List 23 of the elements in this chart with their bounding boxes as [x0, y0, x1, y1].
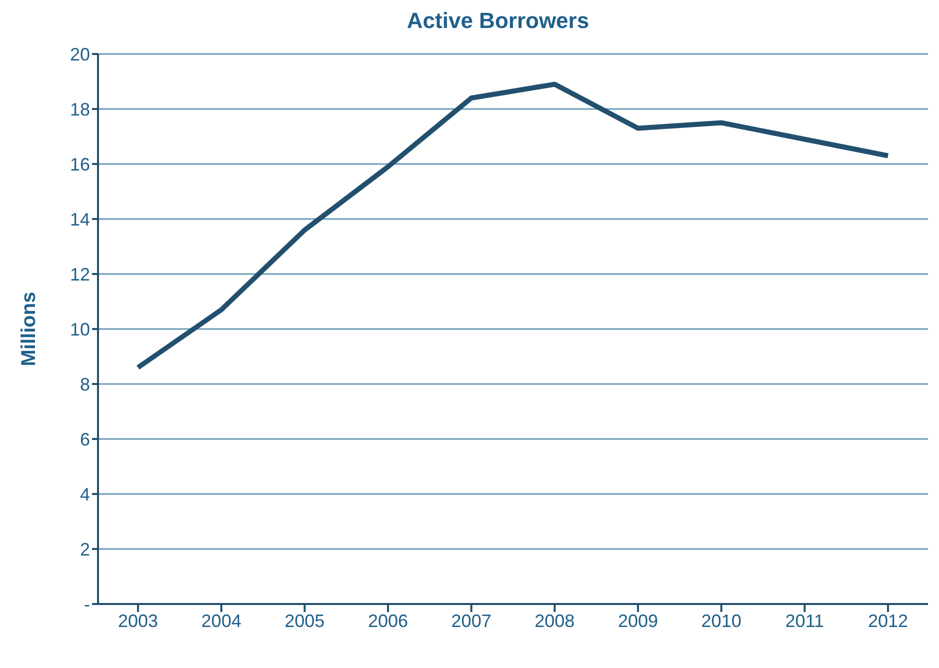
chart-title: Active Borrowers — [406, 8, 590, 34]
x-tick-label: 2006 — [368, 610, 408, 631]
y-tick-label: 20 — [70, 44, 90, 64]
x-tick-label: 2005 — [284, 610, 325, 631]
y-tick-label: 18 — [70, 99, 90, 120]
y-tick-label: 12 — [70, 264, 90, 284]
y-tick-label: 14 — [70, 209, 90, 230]
y-tick-label: 10 — [70, 319, 90, 340]
y-tick-label: 8 — [80, 374, 90, 394]
y-axis-title: Millions — [18, 292, 40, 366]
y-tick-label: 2 — [80, 539, 90, 560]
x-tick-label: 2009 — [618, 610, 658, 631]
x-tick-label: 2010 — [701, 610, 742, 631]
y-tick-label: 4 — [80, 484, 90, 504]
y-tick-label: 16 — [70, 154, 90, 174]
x-tick-label: 2003 — [118, 610, 158, 631]
x-tick-label: 2011 — [785, 610, 824, 631]
x-tick-label: 2004 — [201, 610, 242, 631]
x-tick-label: 2008 — [534, 610, 575, 631]
y-tick-label: 6 — [80, 429, 90, 450]
x-tick-label: 2007 — [451, 610, 492, 631]
x-tick-label: 2012 — [868, 610, 908, 631]
y-tick-label: - — [84, 594, 90, 614]
